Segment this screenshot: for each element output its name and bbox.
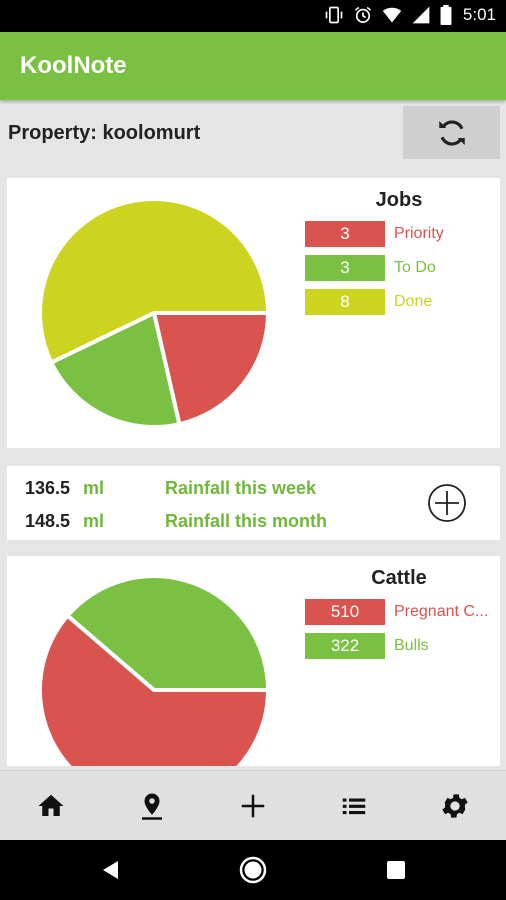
pregnant-count: 510 <box>305 599 385 625</box>
rainfall-card: 136.5 ml Rainfall this week 148.5 ml Rai… <box>7 466 500 540</box>
cattle-card: Cattle 510 Pregnant C... 322 Bulls <box>7 556 500 766</box>
property-row: Property: koolomurt <box>0 102 506 162</box>
system-home-button[interactable] <box>238 855 268 885</box>
jobs-slice-to-do <box>49 311 182 429</box>
pregnant-label: Pregnant C... <box>394 603 489 620</box>
status-time: 5:01 <box>462 5 496 24</box>
settings-icon <box>441 794 468 818</box>
done-count: 8 <box>305 289 385 315</box>
property-label: Property: koolomurt <box>8 122 201 144</box>
refresh-button[interactable] <box>403 106 500 159</box>
app-title: KoolNote <box>20 52 127 79</box>
done-label: Done <box>394 293 433 310</box>
alarm-icon <box>354 6 371 23</box>
vibrate-icon <box>325 6 343 24</box>
cattle-slice-bulls <box>65 574 270 692</box>
nav-home-button[interactable] <box>0 771 101 841</box>
priority-count: 3 <box>305 221 385 247</box>
signal-icon <box>412 6 430 24</box>
system-recents-button[interactable] <box>381 855 411 885</box>
wifi-icon <box>382 7 402 23</box>
rainfall-month-label: Rainfall this month <box>165 511 327 531</box>
cattle-title: Cattle <box>371 567 427 589</box>
bottom-nav <box>0 770 506 841</box>
nav-location-button[interactable] <box>101 771 202 841</box>
cattle-pie-chart <box>38 574 270 766</box>
rainfall-month-unit: ml <box>83 511 105 531</box>
legend-item-todo: 3 To Do <box>305 255 436 281</box>
system-back-button[interactable] <box>96 855 126 885</box>
jobs-card: Jobs 3 Priority 3 To Do 8 Done <box>7 178 500 448</box>
rainfall-week-label: Rainfall this week <box>165 478 317 498</box>
home-icon <box>38 794 63 816</box>
jobs-pie-chart <box>38 197 270 429</box>
battery-icon <box>440 5 452 25</box>
status-icons: 5:01 <box>324 5 496 25</box>
bulls-label: Bulls <box>394 637 429 654</box>
jobs-slice-priority <box>152 311 270 427</box>
priority-label: Priority <box>394 225 444 242</box>
rainfall-month-value: 148.5 <box>25 511 71 531</box>
home-circle-icon <box>239 856 267 884</box>
sync-icon <box>438 119 465 146</box>
todo-label: To Do <box>394 259 436 276</box>
nav-settings-button[interactable] <box>404 771 505 841</box>
recents-icon <box>387 861 405 879</box>
nav-add-button[interactable] <box>202 771 303 841</box>
rainfall-week-value: 136.5 <box>25 478 71 498</box>
back-icon <box>103 861 118 879</box>
add-rainfall-button[interactable] <box>427 483 467 523</box>
add-circle-icon <box>428 484 466 522</box>
app-bar: KoolNote <box>0 32 506 100</box>
legend-item-done: 8 Done <box>305 289 432 315</box>
list-icon <box>342 798 365 815</box>
system-nav-bar <box>0 840 506 900</box>
jobs-title: Jobs <box>375 189 423 211</box>
status-bar: 5:01 <box>0 0 506 32</box>
rainfall-week-unit: ml <box>83 478 105 498</box>
legend-item-priority: 3 Priority <box>305 221 444 247</box>
location-icon <box>141 793 162 820</box>
legend-item-bulls: 322 Bulls <box>305 633 429 659</box>
bulls-count: 322 <box>305 633 385 659</box>
nav-list-button[interactable] <box>303 771 404 841</box>
jobs-slice-done <box>38 197 270 365</box>
legend-item-pregnant: 510 Pregnant C... <box>305 599 488 625</box>
todo-count: 3 <box>305 255 385 281</box>
add-icon <box>241 794 264 818</box>
